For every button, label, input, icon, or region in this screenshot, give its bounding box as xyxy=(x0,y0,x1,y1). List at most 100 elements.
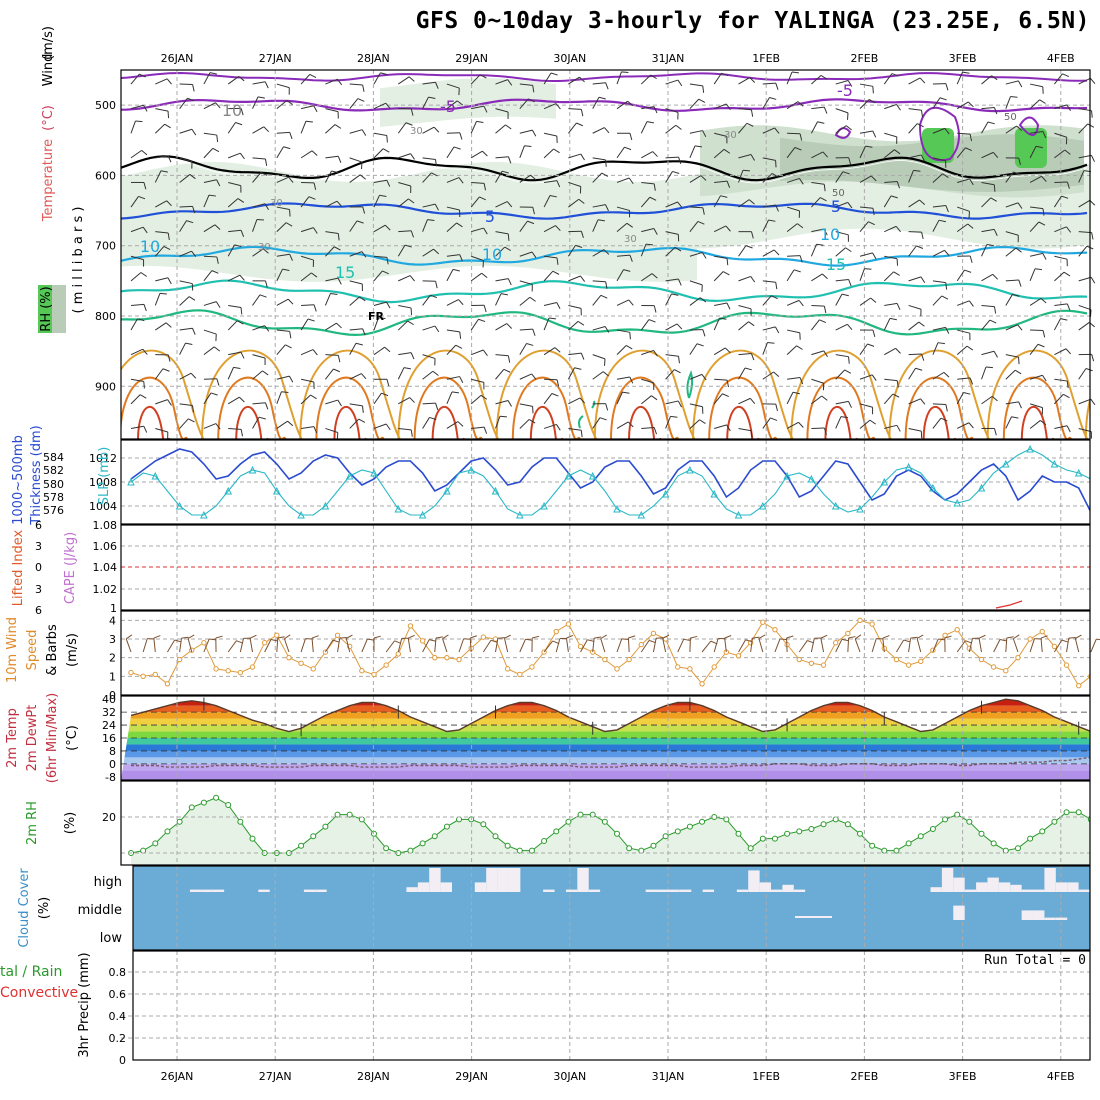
profile-wind-barb-feather xyxy=(847,202,853,209)
profile-wind-barb xyxy=(349,157,363,163)
profile-wind-barb xyxy=(373,392,382,405)
thickness-point xyxy=(418,510,427,519)
profile-wind-barb xyxy=(349,280,363,285)
profile-wind-barb xyxy=(495,79,508,85)
surface-wind-barb xyxy=(153,638,156,653)
profile-wind-barb xyxy=(179,128,193,134)
profile-fill-group xyxy=(121,71,1090,439)
profile-wind-barb xyxy=(179,403,193,406)
profile-wind-barb xyxy=(884,132,897,138)
profile-wind-barb-feather xyxy=(872,86,874,94)
profile-wind-barb-feather xyxy=(844,369,852,374)
profile-wind-barb-feather xyxy=(531,129,537,137)
profile-wind-barb xyxy=(592,172,603,183)
profile-wind-barb-feather xyxy=(701,374,707,381)
cloud-high-bar xyxy=(565,889,578,892)
profile-wind-barb-feather xyxy=(505,124,512,130)
profile-wind-barb xyxy=(981,244,988,257)
profile-wind-barb xyxy=(203,179,217,183)
profile-wind-barb-feather xyxy=(750,353,755,361)
rh-point xyxy=(650,842,657,849)
surface-wind-barb-feather xyxy=(215,635,223,639)
profile-wind-barb-feather xyxy=(308,196,316,200)
profile-wind-barb xyxy=(276,146,284,159)
surface-wind-barb xyxy=(956,640,966,653)
profile-wind-barb-feather xyxy=(652,151,658,157)
rh-point xyxy=(553,828,560,835)
profile-wind-barb-feather xyxy=(381,392,389,397)
profile-wind-barb xyxy=(835,400,849,405)
profile-wind-barb xyxy=(495,170,503,183)
profile-wind-barb xyxy=(884,424,898,429)
surface-wind-barb xyxy=(738,639,746,653)
y-tick-label: 0 xyxy=(109,758,116,771)
profile-wind-barb-feather xyxy=(575,244,583,248)
cloud-level-label: middle xyxy=(78,903,122,918)
profile-wind-barb-feather xyxy=(285,344,292,349)
rh-point xyxy=(334,811,341,818)
profile-wind-barb-feather xyxy=(823,350,828,358)
temperature-color-band xyxy=(121,738,1090,745)
rh-contour-label: 50 xyxy=(1004,112,1017,123)
wind-speed-point xyxy=(845,630,851,637)
profile-wind-barb xyxy=(1054,394,1064,405)
temperature-color-band xyxy=(121,712,1090,719)
profile-wind-barb-feather xyxy=(507,278,512,286)
profile-wind-barb xyxy=(640,74,651,85)
profile-wind-barb-feather xyxy=(309,73,317,79)
profile-wind-barb xyxy=(1005,247,1017,257)
isotherm-label: -5 xyxy=(837,81,853,100)
profile-wind-barb-feather xyxy=(868,221,875,226)
cloud-high-bar xyxy=(474,882,487,892)
profile-wind-barb-feather xyxy=(750,154,755,161)
profile-wind-barb xyxy=(665,293,672,306)
surface-wind-barb xyxy=(565,638,569,653)
profile-wind-barb xyxy=(325,322,337,331)
profile-wind-barb xyxy=(835,354,849,358)
surface-wind-barb-feather xyxy=(442,634,449,640)
surface-wind-barb-feather xyxy=(910,636,918,639)
surface-wind-barb-feather xyxy=(1075,634,1082,639)
profile-wind-barb xyxy=(130,73,140,85)
profile-wind-barb xyxy=(1078,322,1090,331)
profile-wind-barb-feather xyxy=(799,178,804,185)
cloud-high-bar xyxy=(964,889,977,892)
temperature-color-band xyxy=(121,731,1090,738)
profile-wind-barb-feather xyxy=(1018,157,1021,165)
profile-wind-barb-feather xyxy=(1066,226,1072,233)
profile-wind-barb xyxy=(884,302,898,306)
profile-wind-barb xyxy=(810,121,818,134)
rh-point xyxy=(626,845,633,852)
profile-wind-barb-feather xyxy=(435,82,439,89)
wind-speed-point xyxy=(274,632,280,638)
x-tick-bottom: 1FEB xyxy=(752,1070,780,1083)
profile-wind-barb xyxy=(373,224,386,233)
profile-wind-barb xyxy=(835,125,847,134)
profile-wind-barb xyxy=(155,277,169,282)
profile-wind-barb-feather xyxy=(507,400,512,407)
profile-wind-barb-feather xyxy=(531,251,537,259)
profile-wind-barb xyxy=(957,132,971,135)
rh-point xyxy=(747,845,754,852)
profile-wind-barb xyxy=(422,126,435,134)
profile-wind-barb-feather xyxy=(483,426,488,434)
profile-wind-barb-feather xyxy=(577,320,585,326)
profile-wind-barb-feather xyxy=(678,356,680,364)
wind-speed-point xyxy=(310,666,316,672)
profile-wind-barb xyxy=(1005,354,1019,358)
profile-wind-barb xyxy=(203,148,214,159)
rh-point xyxy=(237,818,244,825)
profile-wind-barb xyxy=(446,391,453,405)
profile-wind-barb-feather xyxy=(165,322,172,328)
profile-wind-barb-feather xyxy=(260,172,268,176)
profile-wind-barb xyxy=(470,150,483,159)
surface-wind-barb xyxy=(600,638,606,653)
profile-wind-barb xyxy=(349,220,358,232)
axis-label: 1000~500mb xyxy=(11,435,26,525)
profile-wind-barb xyxy=(786,329,800,334)
profile-wind-barb xyxy=(495,156,509,159)
profile-wind-barb xyxy=(713,393,723,405)
x-tick-top: 31JAN xyxy=(652,52,685,65)
profile-wind-barb xyxy=(883,73,893,85)
profile-wind-barb xyxy=(1078,276,1092,282)
